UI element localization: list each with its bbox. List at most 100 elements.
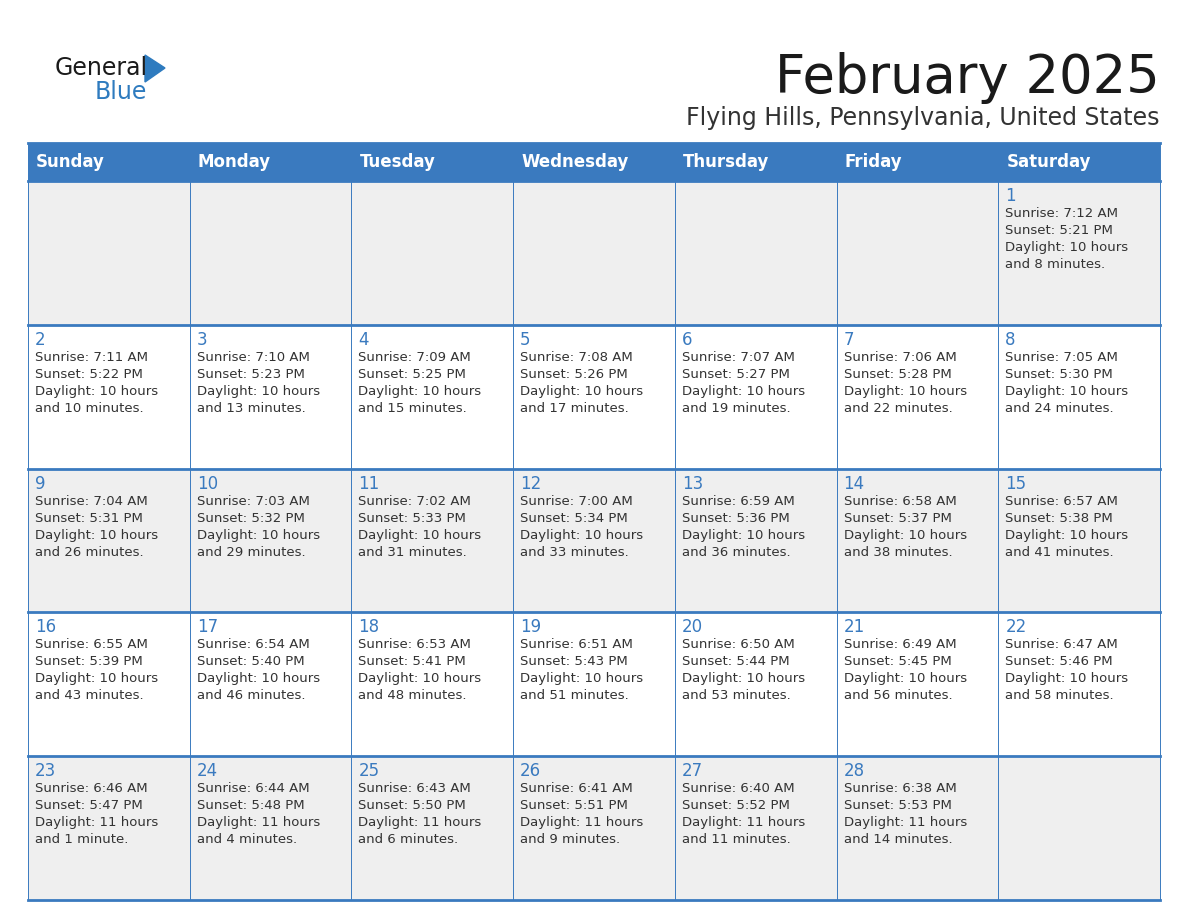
Text: Thursday: Thursday [683, 153, 770, 171]
Text: 21: 21 [843, 619, 865, 636]
Text: Sunset: 5:37 PM: Sunset: 5:37 PM [843, 511, 952, 524]
Text: 17: 17 [197, 619, 217, 636]
Text: 28: 28 [843, 762, 865, 780]
Text: and 19 minutes.: and 19 minutes. [682, 402, 790, 415]
Text: Sunrise: 7:03 AM: Sunrise: 7:03 AM [197, 495, 310, 508]
Text: 1: 1 [1005, 187, 1016, 205]
Text: Sunrise: 6:50 AM: Sunrise: 6:50 AM [682, 638, 795, 652]
Text: Daylight: 10 hours: Daylight: 10 hours [34, 385, 158, 397]
Text: Daylight: 10 hours: Daylight: 10 hours [34, 529, 158, 542]
Text: and 33 minutes.: and 33 minutes. [520, 545, 628, 558]
Text: Daylight: 11 hours: Daylight: 11 hours [520, 816, 644, 829]
Text: Sunset: 5:34 PM: Sunset: 5:34 PM [520, 511, 628, 524]
Text: 24: 24 [197, 762, 217, 780]
Text: and 24 minutes.: and 24 minutes. [1005, 402, 1114, 415]
Text: Daylight: 10 hours: Daylight: 10 hours [682, 385, 805, 397]
Text: Sunrise: 6:38 AM: Sunrise: 6:38 AM [843, 782, 956, 795]
Text: 26: 26 [520, 762, 542, 780]
Text: Sunrise: 7:10 AM: Sunrise: 7:10 AM [197, 351, 310, 364]
Text: 20: 20 [682, 619, 703, 636]
Text: General: General [55, 56, 148, 80]
Text: Sunrise: 6:51 AM: Sunrise: 6:51 AM [520, 638, 633, 652]
Text: and 10 minutes.: and 10 minutes. [34, 402, 144, 415]
Text: Sunrise: 6:55 AM: Sunrise: 6:55 AM [34, 638, 147, 652]
Text: Sunset: 5:43 PM: Sunset: 5:43 PM [520, 655, 628, 668]
Text: and 46 minutes.: and 46 minutes. [197, 689, 305, 702]
Text: and 56 minutes.: and 56 minutes. [843, 689, 953, 702]
Text: 3: 3 [197, 330, 208, 349]
Bar [29, 756, 1159, 900]
Text: and 43 minutes.: and 43 minutes. [34, 689, 144, 702]
Text: Sunset: 5:28 PM: Sunset: 5:28 PM [843, 368, 952, 381]
Text: and 53 minutes.: and 53 minutes. [682, 689, 790, 702]
Text: and 11 minutes.: and 11 minutes. [682, 834, 790, 846]
Text: Daylight: 10 hours: Daylight: 10 hours [34, 672, 158, 686]
Text: Sunset: 5:53 PM: Sunset: 5:53 PM [843, 800, 952, 812]
Text: and 38 minutes.: and 38 minutes. [843, 545, 953, 558]
Text: 15: 15 [1005, 475, 1026, 493]
Text: Sunrise: 6:47 AM: Sunrise: 6:47 AM [1005, 638, 1118, 652]
Text: Daylight: 11 hours: Daylight: 11 hours [682, 816, 805, 829]
Text: Daylight: 10 hours: Daylight: 10 hours [843, 529, 967, 542]
Text: February 2025: February 2025 [776, 52, 1159, 104]
Text: Sunset: 5:33 PM: Sunset: 5:33 PM [359, 511, 467, 524]
Bar [29, 143, 1159, 181]
Text: Sunrise: 7:08 AM: Sunrise: 7:08 AM [520, 351, 633, 364]
Text: Daylight: 10 hours: Daylight: 10 hours [1005, 672, 1129, 686]
Text: 8: 8 [1005, 330, 1016, 349]
Text: Sunrise: 6:54 AM: Sunrise: 6:54 AM [197, 638, 309, 652]
Text: Daylight: 10 hours: Daylight: 10 hours [520, 385, 643, 397]
Text: Daylight: 10 hours: Daylight: 10 hours [197, 385, 320, 397]
Text: Saturday: Saturday [1006, 153, 1091, 171]
Bar [29, 181, 1159, 325]
Text: Daylight: 10 hours: Daylight: 10 hours [359, 672, 481, 686]
Text: Sunrise: 7:07 AM: Sunrise: 7:07 AM [682, 351, 795, 364]
Text: 25: 25 [359, 762, 379, 780]
Text: Sunrise: 6:58 AM: Sunrise: 6:58 AM [843, 495, 956, 508]
Text: Sunrise: 6:44 AM: Sunrise: 6:44 AM [197, 782, 309, 795]
Text: Sunset: 5:51 PM: Sunset: 5:51 PM [520, 800, 628, 812]
Polygon shape [145, 55, 165, 82]
Text: Daylight: 10 hours: Daylight: 10 hours [682, 529, 805, 542]
Text: 6: 6 [682, 330, 693, 349]
Text: Sunrise: 6:59 AM: Sunrise: 6:59 AM [682, 495, 795, 508]
Text: Daylight: 10 hours: Daylight: 10 hours [197, 529, 320, 542]
Text: 7: 7 [843, 330, 854, 349]
Text: Monday: Monday [197, 153, 271, 171]
Text: Sunrise: 6:43 AM: Sunrise: 6:43 AM [359, 782, 472, 795]
Text: Daylight: 10 hours: Daylight: 10 hours [359, 529, 481, 542]
Text: and 48 minutes.: and 48 minutes. [359, 689, 467, 702]
Text: Sunset: 5:50 PM: Sunset: 5:50 PM [359, 800, 466, 812]
Text: Sunset: 5:31 PM: Sunset: 5:31 PM [34, 511, 143, 524]
Text: and 15 minutes.: and 15 minutes. [359, 402, 467, 415]
Text: Sunrise: 7:05 AM: Sunrise: 7:05 AM [1005, 351, 1118, 364]
Text: Sunset: 5:22 PM: Sunset: 5:22 PM [34, 368, 143, 381]
Text: Daylight: 10 hours: Daylight: 10 hours [1005, 385, 1129, 397]
Text: Daylight: 11 hours: Daylight: 11 hours [359, 816, 481, 829]
Text: Daylight: 10 hours: Daylight: 10 hours [1005, 241, 1129, 254]
Bar [29, 612, 1159, 756]
Text: Sunset: 5:21 PM: Sunset: 5:21 PM [1005, 224, 1113, 237]
Text: Sunrise: 7:04 AM: Sunrise: 7:04 AM [34, 495, 147, 508]
Text: 2: 2 [34, 330, 45, 349]
Text: 14: 14 [843, 475, 865, 493]
Text: Daylight: 10 hours: Daylight: 10 hours [520, 529, 643, 542]
Text: Sunset: 5:45 PM: Sunset: 5:45 PM [843, 655, 952, 668]
Text: Daylight: 10 hours: Daylight: 10 hours [682, 672, 805, 686]
Text: and 17 minutes.: and 17 minutes. [520, 402, 628, 415]
Text: Sunrise: 7:11 AM: Sunrise: 7:11 AM [34, 351, 148, 364]
Text: Sunday: Sunday [36, 153, 105, 171]
Text: Sunset: 5:46 PM: Sunset: 5:46 PM [1005, 655, 1113, 668]
Text: and 26 minutes.: and 26 minutes. [34, 545, 144, 558]
Text: 18: 18 [359, 619, 379, 636]
Text: Sunset: 5:44 PM: Sunset: 5:44 PM [682, 655, 790, 668]
Text: and 13 minutes.: and 13 minutes. [197, 402, 305, 415]
Text: Sunset: 5:41 PM: Sunset: 5:41 PM [359, 655, 466, 668]
Text: Sunset: 5:30 PM: Sunset: 5:30 PM [1005, 368, 1113, 381]
Text: Sunset: 5:52 PM: Sunset: 5:52 PM [682, 800, 790, 812]
Text: and 51 minutes.: and 51 minutes. [520, 689, 628, 702]
Text: and 4 minutes.: and 4 minutes. [197, 834, 297, 846]
Text: Sunrise: 7:12 AM: Sunrise: 7:12 AM [1005, 207, 1118, 220]
Text: Sunset: 5:25 PM: Sunset: 5:25 PM [359, 368, 467, 381]
Text: Sunrise: 6:40 AM: Sunrise: 6:40 AM [682, 782, 795, 795]
